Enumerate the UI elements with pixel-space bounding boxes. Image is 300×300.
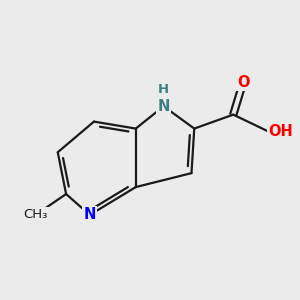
Text: CH₃: CH₃ [23,208,48,221]
Text: H: H [158,83,169,96]
Text: N: N [84,207,96,222]
Text: N: N [158,99,170,114]
Text: OH: OH [268,124,293,139]
Text: O: O [237,75,249,90]
